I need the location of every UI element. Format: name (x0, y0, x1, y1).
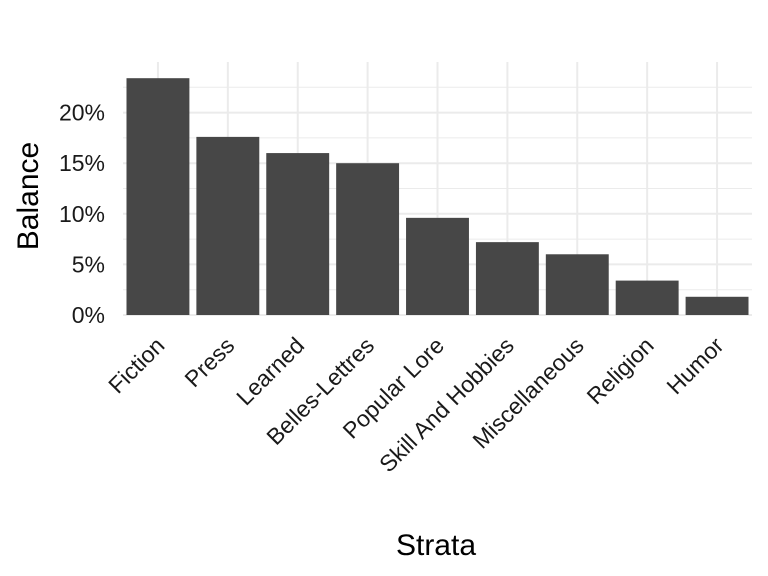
bar-learned (266, 153, 330, 315)
bar-miscellaneous (545, 254, 609, 315)
bar-humor (685, 296, 749, 315)
y-tick-label: 0% (72, 302, 105, 328)
y-tick-label: 20% (59, 100, 105, 126)
bar-press (196, 136, 260, 315)
bars (126, 78, 749, 315)
x-tick-label: Fiction (103, 332, 169, 398)
y-tick-label: 15% (59, 150, 105, 176)
bar-belles-lettres (336, 163, 400, 315)
y-tick-label: 5% (72, 251, 105, 277)
bar-skill-and-hobbies (475, 242, 539, 315)
x-axis-ticks: Fiction PressLearnedBelles-LettresPopular… (103, 332, 729, 477)
x-tick-label: Religion (582, 332, 659, 409)
y-axis-title: Balance (12, 142, 45, 250)
bar-religion (615, 280, 679, 315)
bar-fiction (126, 78, 190, 315)
y-tick-label: 10% (59, 201, 105, 227)
x-tick-label: Humor (661, 332, 728, 399)
x-tick-label: Press (179, 332, 239, 392)
bar-popular-lore (406, 217, 469, 315)
y-axis-ticks: 0% 5% 10% 15% 20% (59, 100, 105, 328)
x-axis-title: Strata (396, 529, 476, 562)
